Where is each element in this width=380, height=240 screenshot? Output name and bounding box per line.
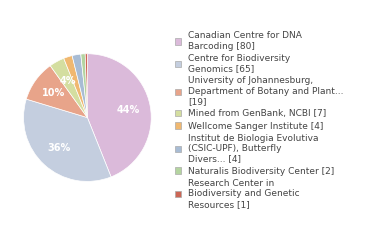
Wedge shape [26, 66, 87, 118]
Wedge shape [64, 56, 87, 118]
Legend: Canadian Centre for DNA
Barcoding [80], Centre for Biodiversity
Genomics [65], U: Canadian Centre for DNA Barcoding [80], … [175, 31, 344, 209]
Wedge shape [85, 54, 87, 118]
Wedge shape [72, 54, 87, 118]
Wedge shape [50, 58, 87, 118]
Text: 4%: 4% [59, 76, 76, 86]
Wedge shape [87, 54, 151, 177]
Wedge shape [24, 99, 111, 181]
Text: 36%: 36% [48, 143, 71, 153]
Wedge shape [81, 54, 87, 118]
Text: 44%: 44% [117, 105, 140, 115]
Text: 10%: 10% [42, 89, 65, 98]
